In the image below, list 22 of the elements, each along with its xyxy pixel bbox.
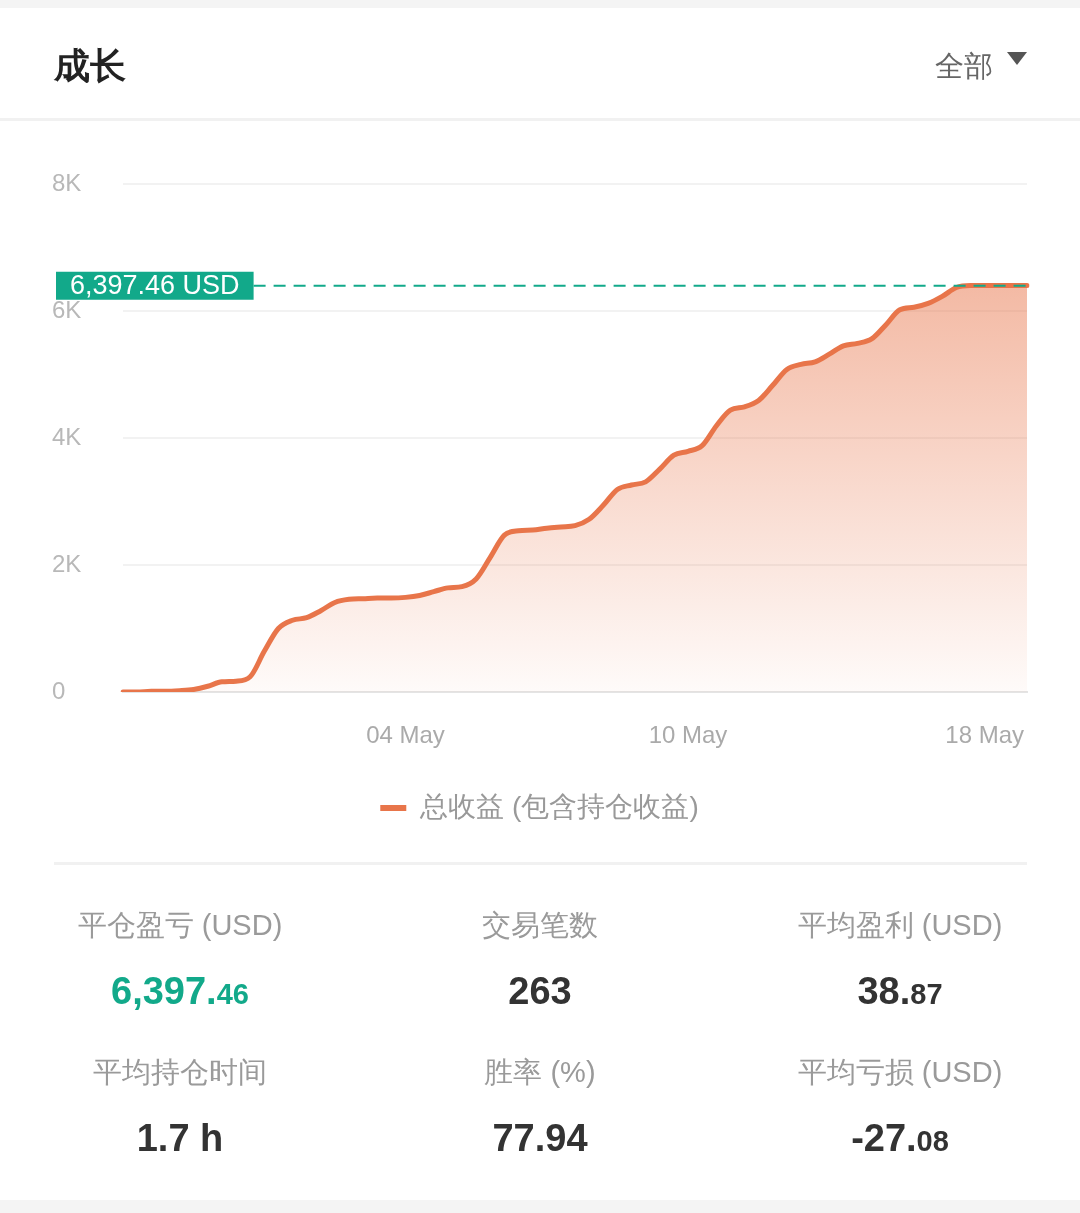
text: 263 bbox=[508, 970, 572, 1012]
chart-title: 成长 bbox=[54, 44, 126, 88]
text: 38.87 bbox=[857, 970, 943, 1012]
text: 平仓盈亏 (USD) bbox=[77, 909, 283, 941]
legend-label: 总收益 (包含持仓收益) bbox=[419, 790, 699, 822]
text: -27.08 bbox=[851, 1117, 949, 1159]
y-tick-label: 8K bbox=[52, 168, 82, 196]
text: 1.7 h bbox=[136, 1117, 224, 1159]
x-tick-label: 18 May bbox=[945, 721, 1024, 749]
y-tick-label: 4K bbox=[52, 422, 82, 450]
y-tick-label: 0 bbox=[52, 676, 66, 704]
y-tick-label: 2K bbox=[52, 549, 82, 577]
text: 胜率 (%) bbox=[484, 1056, 596, 1088]
text: 平均持仓时间 bbox=[93, 1056, 267, 1088]
text: 77.94 bbox=[492, 1117, 588, 1159]
text: 交易笔数 bbox=[482, 909, 598, 941]
text: 平均盈利 (USD) bbox=[797, 909, 1003, 941]
x-tick-label: 04 May bbox=[366, 721, 445, 749]
text: 全部 bbox=[935, 49, 993, 84]
text: 平均亏损 (USD) bbox=[797, 1056, 1003, 1088]
x-tick-label: 10 May bbox=[648, 721, 728, 749]
text: 6,397.46 bbox=[111, 970, 249, 1012]
